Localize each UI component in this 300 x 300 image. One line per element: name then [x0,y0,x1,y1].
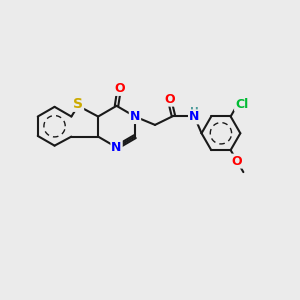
Text: N: N [130,110,140,123]
Text: H: H [190,107,199,117]
Text: N: N [111,141,122,154]
Text: Cl: Cl [235,98,248,111]
Text: O: O [164,93,175,106]
Text: S: S [73,97,83,111]
Text: O: O [232,154,242,168]
Text: N: N [189,110,200,123]
Text: O: O [114,82,124,95]
